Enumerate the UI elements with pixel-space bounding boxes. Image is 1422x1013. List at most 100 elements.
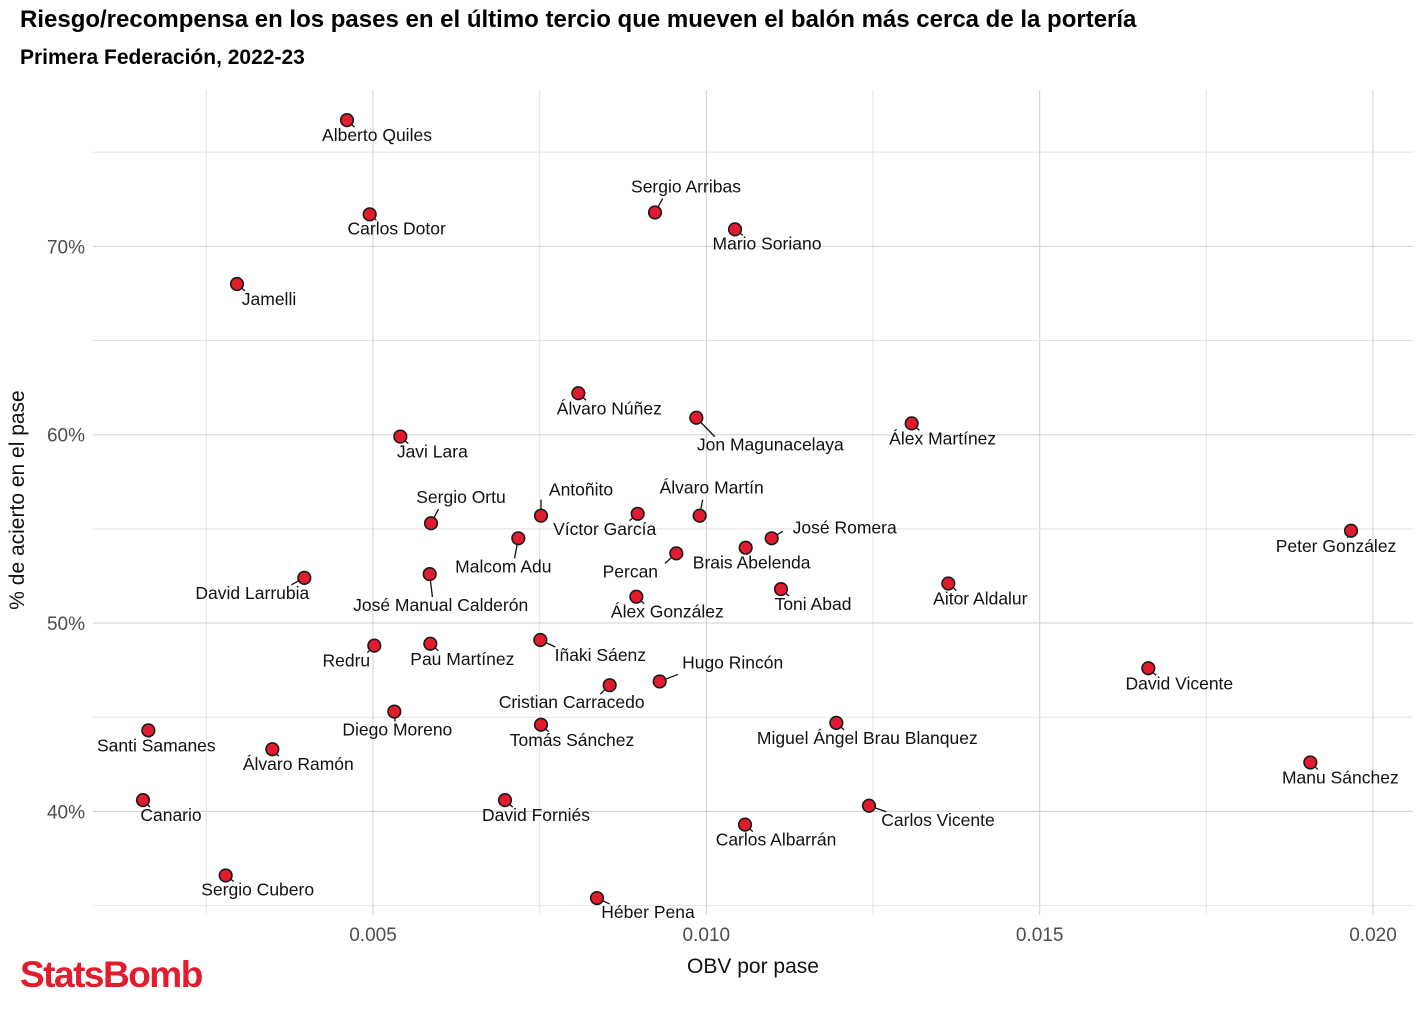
data-point (738, 540, 753, 555)
point-label: Javi Lara (397, 442, 468, 462)
point-label: Manu Sánchez (1282, 767, 1399, 787)
data-point (1303, 755, 1318, 770)
grid-lines (93, 90, 1413, 915)
point-label: Carlos Albarrán (716, 830, 837, 850)
data-point (630, 506, 645, 521)
data-point (629, 589, 644, 604)
y-tick-label: 40% (47, 802, 85, 823)
data-point (423, 516, 439, 531)
data-point (229, 276, 245, 292)
data-point (1343, 523, 1359, 538)
x-tick-label: 0.010 (683, 925, 731, 946)
data-point (647, 205, 663, 220)
point-label: Peter González (1276, 536, 1397, 556)
y-tick-label: 50% (47, 614, 85, 635)
point-label: Carlos Dotor (348, 218, 446, 238)
data-point (362, 207, 377, 222)
x-tick-label: 0.015 (1016, 925, 1064, 946)
data-point (652, 674, 667, 689)
x-tick-label: 0.005 (349, 925, 397, 946)
data-point (218, 868, 233, 883)
data-point (692, 508, 707, 523)
data-point (423, 636, 438, 651)
y-tick-label: 70% (47, 237, 85, 258)
point-label: Cristian Carracedo (499, 692, 645, 712)
point-label: Redru (322, 651, 370, 671)
point-label: David Forniés (482, 805, 590, 825)
point-label: Percan (603, 561, 658, 581)
point-label: Toni Abad (775, 594, 852, 614)
data-point (571, 386, 586, 401)
point-label: Antoñito (549, 480, 613, 500)
data-point (904, 416, 919, 431)
data-point (861, 798, 877, 813)
point-label: Sergio Cubero (201, 879, 314, 899)
point-label: Aitor Aldalur (933, 588, 1028, 608)
x-tick-label: 0.020 (1349, 925, 1397, 946)
data-point (829, 715, 844, 730)
point-labels: Alberto Quiles Sergio Arribas Carlos Dotor… (97, 119, 1399, 922)
point-label: Sergio Arribas (631, 176, 741, 196)
point-label: Jamelli (242, 289, 296, 309)
data-point (1141, 661, 1156, 676)
data-point (602, 678, 617, 693)
point-label: David Larrubia (195, 583, 309, 603)
point-label: David Vicente (1125, 673, 1233, 693)
point-label: Alberto Quiles (322, 125, 432, 145)
point-label: Jon Magunacelaya (697, 435, 844, 455)
point-label: Álvaro Martín (660, 478, 764, 498)
point-label: Sergio Ortu (416, 487, 505, 507)
data-point (773, 582, 789, 597)
data-point (297, 570, 312, 585)
data-point (764, 531, 779, 546)
data-point (422, 566, 437, 582)
data-points (135, 113, 1359, 906)
statsbomb-logo: StatsBomb (20, 954, 203, 995)
data-point (367, 638, 382, 653)
tick-labels: 0.005 0.010 0.015 0.020 40% 50% 60% 70% (47, 237, 1397, 946)
point-label: Álex Martínez (889, 428, 996, 448)
data-point (689, 410, 704, 425)
data-point (141, 723, 156, 738)
chart-title: Riesgo/recompensa en los pases en el últ… (20, 6, 1137, 33)
data-point (393, 429, 408, 444)
point-label: Álvaro Núñez (557, 398, 662, 418)
data-point (265, 742, 280, 757)
point-label: Héber Pena (601, 902, 695, 922)
x-axis-title: OBV por pase (687, 955, 819, 978)
data-point (135, 793, 151, 808)
data-point (339, 113, 355, 128)
point-label: Brais Abelenda (693, 553, 811, 573)
point-label: Carlos Vicente (881, 810, 995, 830)
y-tick-label: 60% (47, 426, 85, 447)
y-axis-title: % de acierto en el pase (6, 390, 29, 609)
point-label: Álex González (611, 602, 724, 622)
data-point (727, 222, 743, 237)
point-label: Diego Moreno (342, 720, 452, 740)
data-point (941, 576, 956, 591)
data-point (387, 704, 402, 719)
point-label: Santi Samanes (97, 735, 216, 755)
point-label: Malcom Adu (455, 556, 551, 576)
data-point (533, 508, 549, 523)
point-label: Miguel Ángel Brau Blanquez (757, 728, 978, 748)
data-point (737, 817, 753, 832)
point-label: Víctor García (553, 519, 656, 539)
point-label: Iñaki Sáenz (555, 645, 646, 665)
data-point (589, 890, 605, 906)
chart-subtitle: Primera Federación, 2022-23 (20, 46, 305, 69)
point-label: Álvaro Ramón (243, 754, 354, 774)
point-label: Mario Soriano (713, 233, 822, 253)
point-label: Tomás Sánchez (510, 730, 635, 750)
point-label: Hugo Rincón (682, 652, 783, 672)
data-point (511, 531, 526, 546)
data-point (533, 717, 549, 732)
data-point (669, 546, 684, 561)
data-point (497, 793, 513, 808)
point-label: Canario (140, 805, 201, 825)
point-label: José Romera (793, 517, 897, 537)
point-label: José Manual Calderón (353, 595, 528, 615)
point-label: Pau Martínez (410, 649, 514, 669)
data-point (533, 632, 548, 648)
